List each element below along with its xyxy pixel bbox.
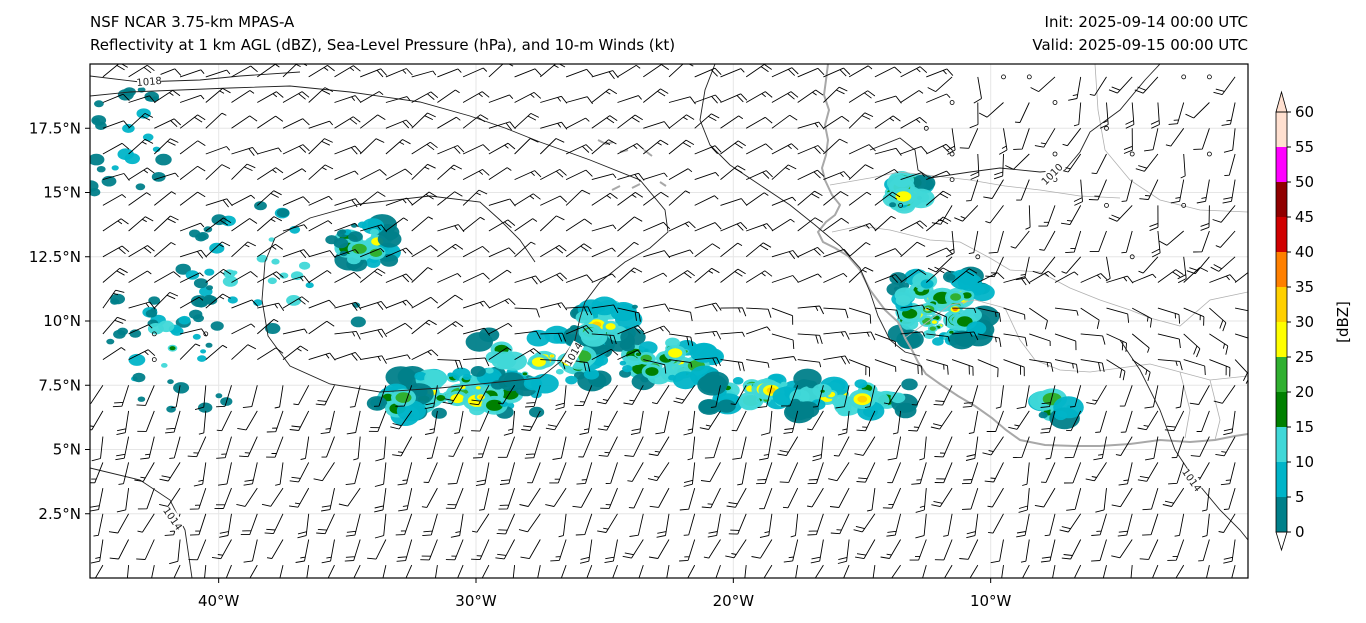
lat-tick-label: 17.5°N — [29, 119, 81, 137]
colorbar-tick-label: 20 — [1295, 383, 1314, 401]
colorbar: 0 5 10 15 20 25 30 35 40 45 50 55 60 [dBZ] — [1275, 90, 1352, 552]
colorbar-segment — [1276, 147, 1287, 182]
colorbar-label: [dBZ] — [1334, 301, 1352, 343]
colorbar-extend-high — [1275, 90, 1288, 113]
lat-tick-label: 15°N — [43, 184, 81, 202]
lat-tick-label: 2.5°N — [38, 505, 81, 523]
lat-tick-label: 5°N — [53, 441, 81, 459]
colorbar-segment — [1276, 322, 1287, 357]
colorbar-segment — [1276, 252, 1287, 287]
colorbar-segment — [1276, 182, 1287, 217]
colorbar-segment — [1276, 427, 1287, 462]
colorbar-segment — [1276, 287, 1287, 322]
colorbar-segment — [1276, 462, 1287, 497]
lon-tick-label: 30°W — [455, 592, 497, 610]
colorbar-segment — [1276, 112, 1287, 147]
colorbar-tick-label: 10 — [1295, 453, 1314, 471]
colorbar-tick-label: 60 — [1295, 103, 1314, 121]
colorbar-tick-label: 40 — [1295, 243, 1314, 261]
lon-tick-label: 10°W — [970, 592, 1012, 610]
init-time: Init: 2025-09-14 00:00 UTC — [1044, 13, 1248, 31]
colorbar-extend-low — [1275, 531, 1288, 552]
svg-text:1018: 1018 — [136, 76, 162, 89]
isobar-label: 1018 — [136, 73, 162, 89]
colorbar-tick-label: 35 — [1295, 278, 1314, 296]
colorbar-tick-label: 15 — [1295, 418, 1314, 436]
lat-tick-label: 12.5°N — [29, 248, 81, 266]
lat-tick-label: 7.5°N — [38, 376, 81, 394]
colorbar-tick-label: 30 — [1295, 313, 1314, 331]
colorbar-tick-label: 50 — [1295, 173, 1314, 191]
colorbar-segment — [1276, 497, 1287, 532]
colorbar-segment — [1276, 217, 1287, 252]
borders — [829, 64, 1248, 441]
colorbar-tick-label: 0 — [1295, 523, 1305, 541]
colorbar-tick-label: 55 — [1295, 138, 1314, 156]
valid-time: Valid: 2025-09-15 00:00 UTC — [1032, 36, 1248, 54]
colorbar-tick-label: 25 — [1295, 348, 1314, 366]
colorbar-tick-label: 5 — [1295, 488, 1305, 506]
lat-tick-label: 10°N — [43, 312, 81, 330]
title-fields: Reflectivity at 1 km AGL (dBZ), Sea-Leve… — [90, 36, 676, 54]
colorbar-tick-label: 45 — [1295, 208, 1314, 226]
lon-tick-label: 40°W — [198, 592, 240, 610]
colorbar-segment — [1276, 357, 1287, 392]
colorbar-segment — [1276, 392, 1287, 427]
axis-ticks: 40°W 30°W 20°W 10°W 2.5°N 5°N 7.5°N 10°N 12.5°N 1… — [29, 119, 1012, 610]
wind-barbs — [90, 64, 1248, 578]
title-model: NSF NCAR 3.75-km MPAS-A — [90, 13, 295, 31]
coastline — [597, 64, 1248, 447]
lon-tick-label: 20°W — [713, 592, 755, 610]
